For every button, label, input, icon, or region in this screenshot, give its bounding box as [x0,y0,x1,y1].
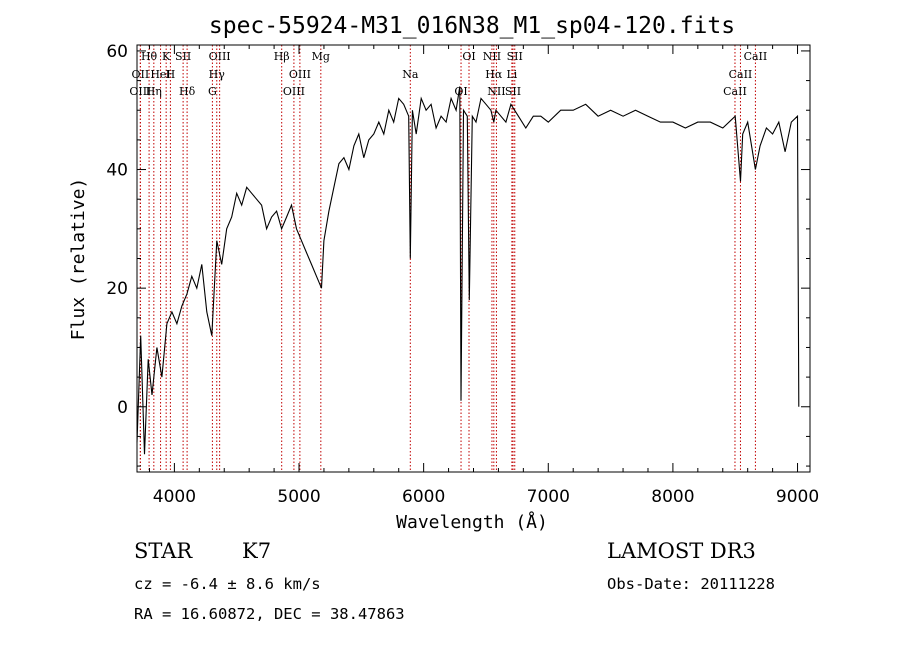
line-markers [139,45,756,472]
line-marker-label: Li [506,68,517,81]
line-marker-label: SII [507,50,523,63]
chart-title: spec-55924-M31_016N38_M1_sp04-120.fits [209,13,735,39]
x-tick-label: 5000 [277,487,320,507]
line-marker-label: Hγ [209,68,226,81]
line-marker-label: OIII [283,85,305,98]
line-marker-label: Hη [146,85,162,98]
x-tick-label: 8000 [651,487,694,507]
line-marker-labels: HθOIIOIIIKHeIHηSIIHHδOIIIHγGHβOIIIOIIIMg… [129,50,767,98]
line-marker-label: OII [132,68,150,81]
line-marker-label: Hδ [179,85,196,98]
y-tick-label: 40 [106,161,128,181]
line-marker-label: CaII [744,50,768,63]
survey-name: LAMOST DR3 [607,539,756,563]
line-marker-label: OI [454,85,467,98]
redshift-text: cz = -6.4 ± 8.6 km/s [134,575,321,593]
plot-frame [136,44,811,473]
coordinates: RA = 16.60872, DEC = 38.47863 [134,605,405,623]
line-marker-label: G [208,85,217,98]
x-tick-label: 4000 [153,487,196,507]
x-tick-label: 9000 [776,487,819,507]
line-marker-label: Hθ [141,50,158,63]
line-marker-label: K [162,50,171,63]
y-tick-label: 20 [106,279,128,299]
subclass: K7 [242,539,271,563]
line-marker-label: CaII [723,85,747,98]
line-marker-label: Hβ [274,50,290,63]
line-marker-label: H [166,68,176,81]
line-marker-label: OIII [209,50,231,63]
line-marker-label: OI [462,50,475,63]
x-tick-label: 6000 [402,487,445,507]
x-axis-ticks: 4000 5000 6000 7000 8000 9000 [148,45,819,507]
x-axis-label: Wavelength (Å) [396,511,548,533]
line-marker-label: OIII [289,68,311,81]
line-marker-label: NII [487,85,505,98]
line-marker-label: CaII [729,68,753,81]
line-marker-label: NII [483,50,501,63]
obs-date: Obs-Date: 20111228 [607,575,775,593]
line-marker-label: Na [402,68,419,81]
line-marker-label: HeI [150,68,170,81]
line-marker-label: Mg [312,50,330,63]
object-class: STAR [134,539,193,563]
line-marker-label: SII [505,85,521,98]
y-tick-label: 0 [117,398,128,418]
line-marker-label: Hα [485,68,503,81]
y-axis-ticks: 0 20 40 60 [106,42,810,467]
line-marker-label: OIII [129,85,151,98]
x-tick-label: 7000 [527,487,570,507]
y-axis-label: Flux (relative) [68,178,89,341]
line-marker-label: SII [175,50,191,63]
y-tick-label: 60 [106,42,128,62]
spectrum-line [136,86,800,455]
